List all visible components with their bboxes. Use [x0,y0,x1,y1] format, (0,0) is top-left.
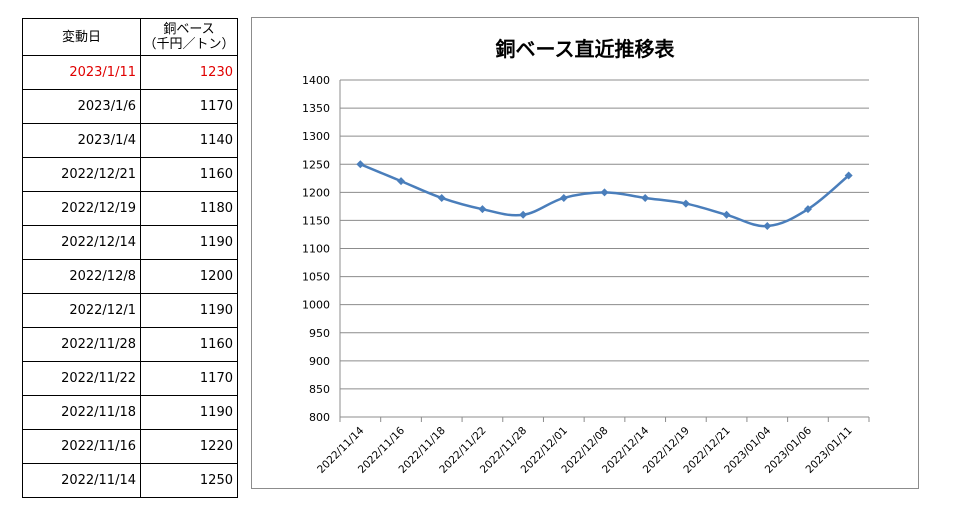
data-point-marker [559,193,568,202]
row-price: 1190 [140,225,238,260]
table-row: 2022/12/8 1200 [22,259,238,294]
row-price: 1190 [140,395,238,430]
y-tick-label: 950 [309,327,330,340]
row-date: 2022/11/18 [22,395,141,430]
row-price: 1250 [140,463,238,498]
table-header-row: 変動日 銅ベース （千円／トン） [22,18,238,56]
table-row: 2022/11/14 1250 [22,463,238,498]
row-price: 1170 [140,89,238,124]
row-date: 2022/12/14 [22,225,141,260]
gridlines [339,79,870,422]
data-point-marker [437,193,446,202]
header-price-line1: 銅ベース [163,22,215,37]
price-table: 変動日 銅ベース （千円／トン） 2023/1/11 1230 2023/1/6 11… [22,18,238,498]
row-date: 2022/12/19 [22,191,141,226]
y-tick-label: 1100 [302,243,330,256]
y-tick-label: 1050 [302,271,330,284]
table-row: 2023/1/4 1140 [22,123,238,158]
data-point-marker [641,193,650,202]
row-date: 2023/1/11 [22,55,141,90]
row-price: 1200 [140,259,238,294]
table-row: 2022/12/1 1190 [22,293,238,328]
row-price: 1160 [140,327,238,362]
table-row: 2022/12/19 1180 [22,191,238,226]
row-price: 1180 [140,191,238,226]
row-price: 1220 [140,429,238,464]
data-point-marker [600,188,609,197]
data-point-marker [681,199,690,208]
header-date: 変動日 [22,18,141,56]
row-price: 1140 [140,123,238,158]
x-axis-tick-labels: 2022/11/142022/11/162022/11/182022/11/22… [315,424,855,476]
y-tick-label: 1150 [302,214,330,227]
y-tick-label: 1400 [302,74,330,87]
row-date: 2022/11/16 [22,429,141,464]
data-point-marker [519,210,528,219]
row-price: 1190 [140,293,238,328]
line-chart: 銅ベース直近推移表 800 850 900 950 1000 1050 1100 1150 12… [302,37,870,476]
table-row: 2022/11/28 1160 [22,327,238,362]
header-price-line2: （千円／トン） [143,37,235,52]
data-point-marker [803,205,812,214]
row-date: 2022/11/14 [22,463,141,498]
chart-title: 銅ベース直近推移表 [496,37,676,61]
y-tick-label: 1000 [302,299,330,312]
chart-area: 銅ベース直近推移表 800 850 900 950 1000 1050 1100 1150 12… [251,17,919,489]
series-layer [356,160,853,231]
row-price: 1170 [140,361,238,396]
y-tick-label: 1350 [302,102,330,115]
row-date: 2022/11/28 [22,327,141,362]
row-date: 2022/11/22 [22,361,141,396]
y-tick-label: 1250 [302,158,330,171]
table-row: 2022/11/22 1170 [22,361,238,396]
header-price: 銅ベース （千円／トン） [140,18,238,56]
table-row: 2022/11/18 1190 [22,395,238,430]
row-date: 2022/12/21 [22,157,141,192]
table-row: 2022/12/14 1190 [22,225,238,260]
data-point-marker [397,177,406,186]
row-date: 2023/1/4 [22,123,141,158]
data-point-marker [356,160,365,169]
y-tick-label: 1200 [302,186,330,199]
row-date: 2022/12/1 [22,293,141,328]
y-tick-label: 850 [309,383,330,396]
y-tick-label: 900 [309,355,330,368]
data-point-marker [722,210,731,219]
data-point-marker [763,222,772,231]
row-date: 2023/1/6 [22,89,141,124]
row-date: 2022/12/8 [22,259,141,294]
row-price: 1160 [140,157,238,192]
table-row: 2022/12/21 1160 [22,157,238,192]
data-point-marker [844,171,853,180]
table-row: 2022/11/16 1220 [22,429,238,464]
y-tick-label: 1300 [302,130,330,143]
table-row: 2023/1/11 1230 [22,55,238,90]
y-axis-tick-labels: 800 850 900 950 1000 1050 1100 1150 1200 1250 1300… [302,74,330,424]
data-point-marker [478,205,487,214]
table-row: 2023/1/6 1170 [22,89,238,124]
y-tick-label: 800 [309,411,330,424]
row-price: 1230 [140,55,238,90]
